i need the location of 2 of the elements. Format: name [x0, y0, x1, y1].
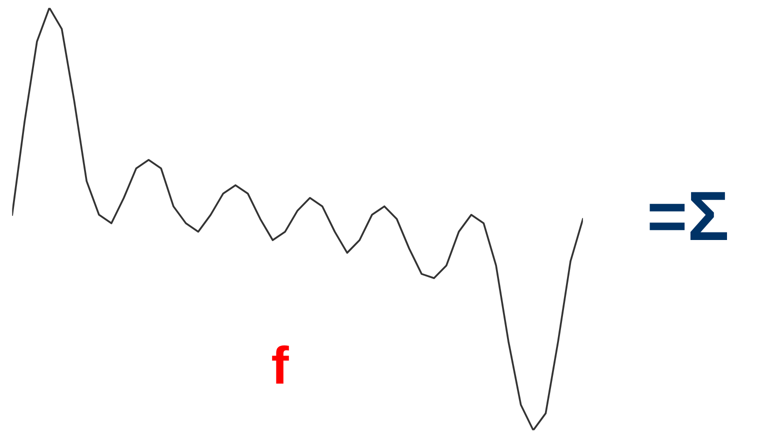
annotation: f	[272, 345, 289, 384]
text: =Σ	[650, 192, 728, 240]
